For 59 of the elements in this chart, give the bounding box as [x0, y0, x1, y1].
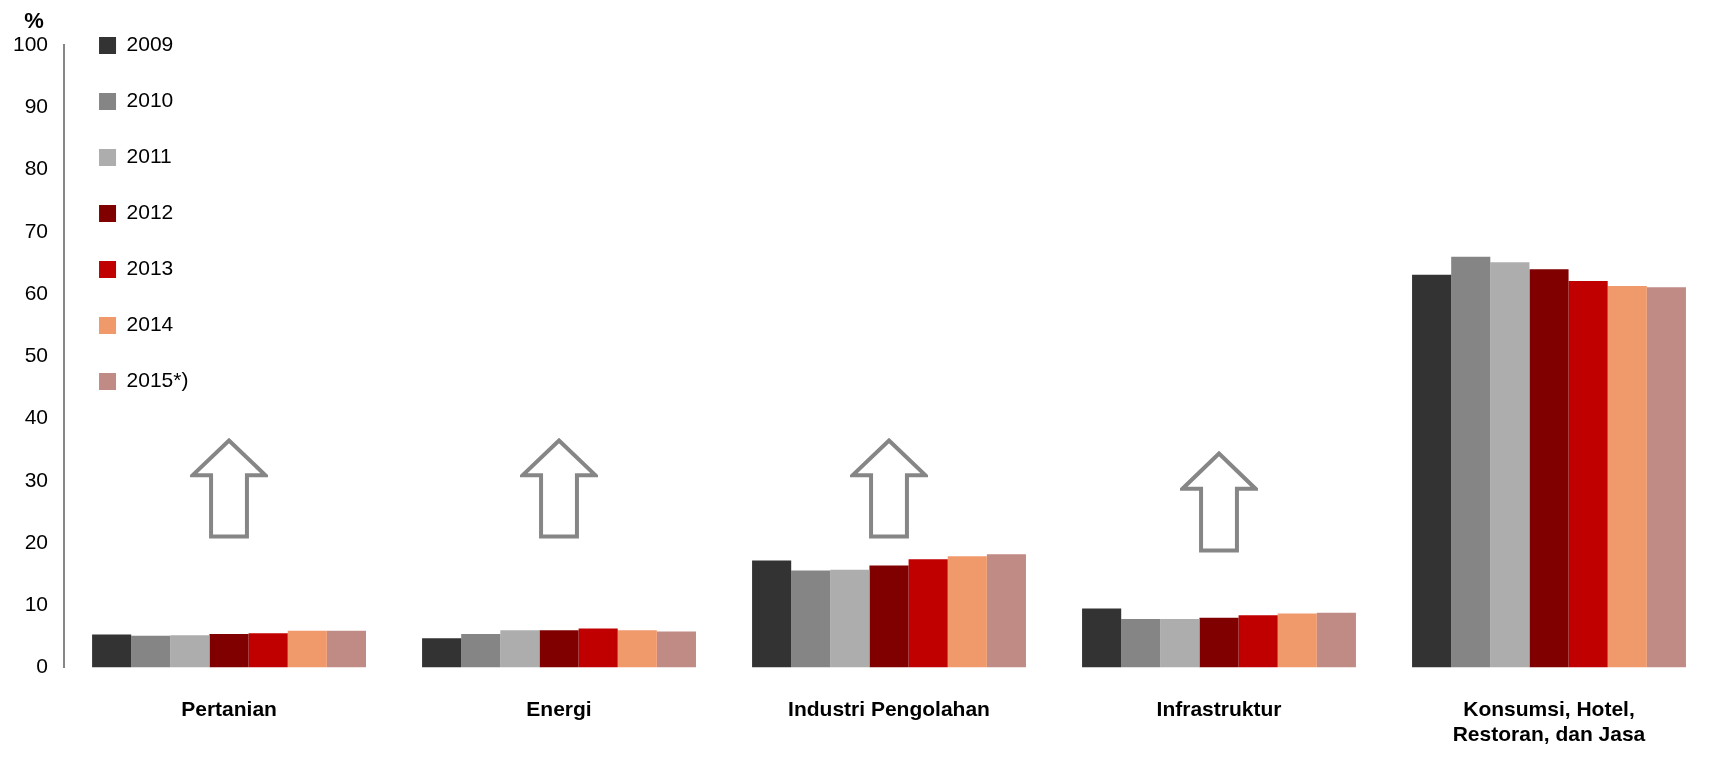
- legend-label: 2011: [126, 144, 172, 168]
- bar: [578, 628, 618, 668]
- y-tick-label: 100: [12, 31, 49, 55]
- y-axis-title: %: [24, 8, 44, 34]
- bar: [326, 630, 366, 668]
- y-tick-label: 60: [24, 280, 49, 304]
- bar: [1412, 274, 1452, 668]
- bar: [752, 560, 792, 668]
- bar: [92, 634, 132, 668]
- bar: [209, 633, 249, 668]
- bar: [986, 554, 1026, 668]
- bar: [1160, 619, 1200, 668]
- y-tick-label: 20: [24, 529, 49, 553]
- bar: [617, 630, 657, 668]
- legend-label: 2010: [126, 88, 174, 112]
- bar: [1490, 262, 1530, 668]
- bar: [1529, 269, 1569, 668]
- y-tick-label: 40: [24, 405, 49, 429]
- y-tick-label: 30: [24, 467, 49, 491]
- bar: [1277, 613, 1317, 668]
- x-tick-label: Konsumsi, Hotel, Restoran, dan Jasa: [1452, 697, 1646, 746]
- bar: [869, 565, 909, 668]
- bar: [422, 638, 462, 668]
- x-tick-label: Infrastruktur: [1156, 697, 1282, 720]
- bar: [1199, 617, 1239, 668]
- bar: [170, 635, 210, 668]
- legend-label: 2015*): [126, 368, 189, 392]
- bar: [500, 630, 540, 668]
- bar: [1082, 608, 1122, 668]
- y-tick-label: 50: [24, 343, 49, 367]
- bar: [1607, 285, 1647, 668]
- bar: [791, 570, 831, 668]
- legend-label: 2009: [126, 32, 174, 56]
- y-tick-label: 10: [24, 592, 49, 616]
- x-tick-label: Energi: [526, 697, 592, 720]
- bar: [248, 633, 288, 668]
- bar: [1238, 615, 1278, 668]
- bar: [830, 569, 870, 668]
- legend-label: 2014: [126, 312, 174, 336]
- bar: [1121, 619, 1161, 668]
- y-tick-label: 80: [24, 156, 49, 180]
- bar: [287, 630, 327, 668]
- bar: [656, 631, 696, 668]
- x-tick-label: Industri Pengolahan: [788, 697, 990, 720]
- bar: [1316, 612, 1356, 668]
- bar: [539, 630, 579, 668]
- x-tick-label: Pertanian: [181, 697, 277, 720]
- bar: [947, 556, 987, 668]
- legend-label: 2013: [126, 256, 174, 280]
- legend-label: 2012: [126, 200, 174, 224]
- bar: [1568, 280, 1608, 668]
- bar: [908, 559, 948, 668]
- y-tick-label: 90: [24, 94, 49, 118]
- bar: [1646, 287, 1686, 668]
- bar: [461, 633, 501, 668]
- bar: [131, 635, 171, 668]
- bar: [1451, 256, 1491, 668]
- y-tick-label: 70: [24, 218, 49, 242]
- y-tick-label: 0: [36, 654, 49, 678]
